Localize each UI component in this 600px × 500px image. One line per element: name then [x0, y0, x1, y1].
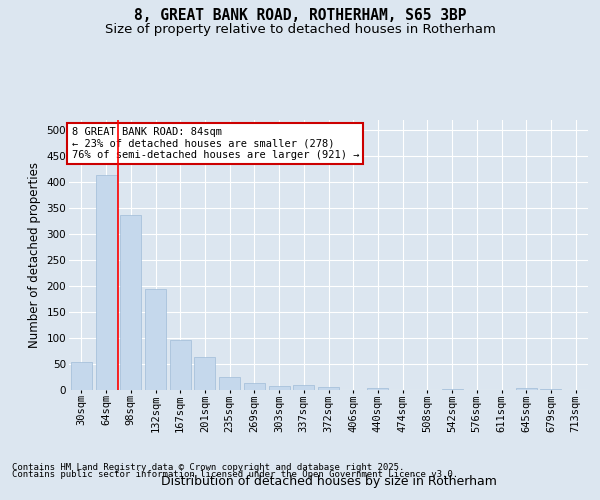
Bar [541, 389, 562, 390]
Bar [293, 386, 314, 390]
Text: Contains HM Land Registry data © Crown copyright and database right 2025.: Contains HM Land Registry data © Crown c… [12, 462, 404, 471]
Bar [367, 388, 388, 390]
Bar [194, 358, 215, 390]
Bar [516, 388, 537, 390]
Bar [145, 290, 166, 390]
Bar [170, 340, 191, 390]
Bar [71, 362, 92, 390]
Bar [219, 377, 240, 390]
Bar [120, 215, 141, 390]
Text: 8 GREAT BANK ROAD: 84sqm
← 23% of detached houses are smaller (278)
76% of semi-: 8 GREAT BANK ROAD: 84sqm ← 23% of detach… [71, 126, 359, 160]
Text: Size of property relative to detached houses in Rotherham: Size of property relative to detached ho… [104, 22, 496, 36]
Text: Contains public sector information licensed under the Open Government Licence v3: Contains public sector information licen… [12, 470, 458, 479]
Text: 8, GREAT BANK ROAD, ROTHERHAM, S65 3BP: 8, GREAT BANK ROAD, ROTHERHAM, S65 3BP [134, 8, 466, 22]
Bar [318, 388, 339, 390]
Bar [442, 389, 463, 390]
Bar [269, 386, 290, 390]
Bar [95, 175, 116, 390]
Bar [244, 383, 265, 390]
Y-axis label: Number of detached properties: Number of detached properties [28, 162, 41, 348]
Text: Distribution of detached houses by size in Rotherham: Distribution of detached houses by size … [161, 474, 497, 488]
